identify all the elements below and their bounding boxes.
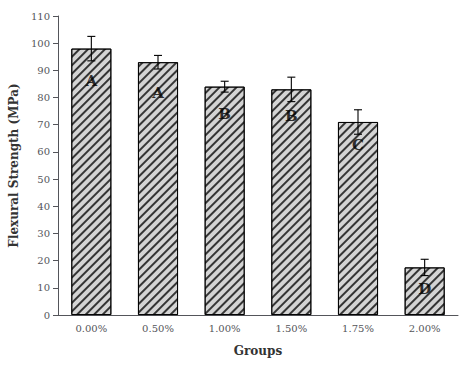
- svg-text:Flexural Strength (MPa): Flexural Strength (MPa): [7, 83, 21, 247]
- svg-text:70: 70: [37, 119, 50, 130]
- svg-text:50: 50: [37, 174, 50, 185]
- svg-text:0.50%: 0.50%: [142, 323, 174, 334]
- svg-text:40: 40: [37, 201, 50, 212]
- svg-text:0: 0: [44, 310, 50, 321]
- svg-text:30: 30: [37, 228, 50, 239]
- svg-text:A: A: [85, 72, 98, 90]
- svg-text:2.00%: 2.00%: [409, 323, 441, 334]
- svg-text:110: 110: [31, 11, 50, 22]
- svg-text:C: C: [352, 136, 364, 154]
- svg-text:20: 20: [37, 255, 50, 266]
- svg-text:90: 90: [37, 65, 50, 76]
- svg-text:100: 100: [31, 38, 50, 49]
- svg-text:D: D: [418, 280, 431, 298]
- svg-text:60: 60: [37, 146, 50, 157]
- svg-text:1.75%: 1.75%: [342, 323, 374, 334]
- svg-text:80: 80: [37, 92, 50, 103]
- svg-text:1.00%: 1.00%: [209, 323, 241, 334]
- svg-text:A: A: [151, 84, 164, 102]
- svg-text:0.00%: 0.00%: [75, 323, 107, 334]
- svg-text:1.50%: 1.50%: [275, 323, 307, 334]
- svg-text:B: B: [285, 107, 298, 125]
- svg-text:Groups: Groups: [234, 344, 283, 358]
- svg-text:10: 10: [37, 282, 50, 293]
- svg-text:B: B: [218, 105, 231, 123]
